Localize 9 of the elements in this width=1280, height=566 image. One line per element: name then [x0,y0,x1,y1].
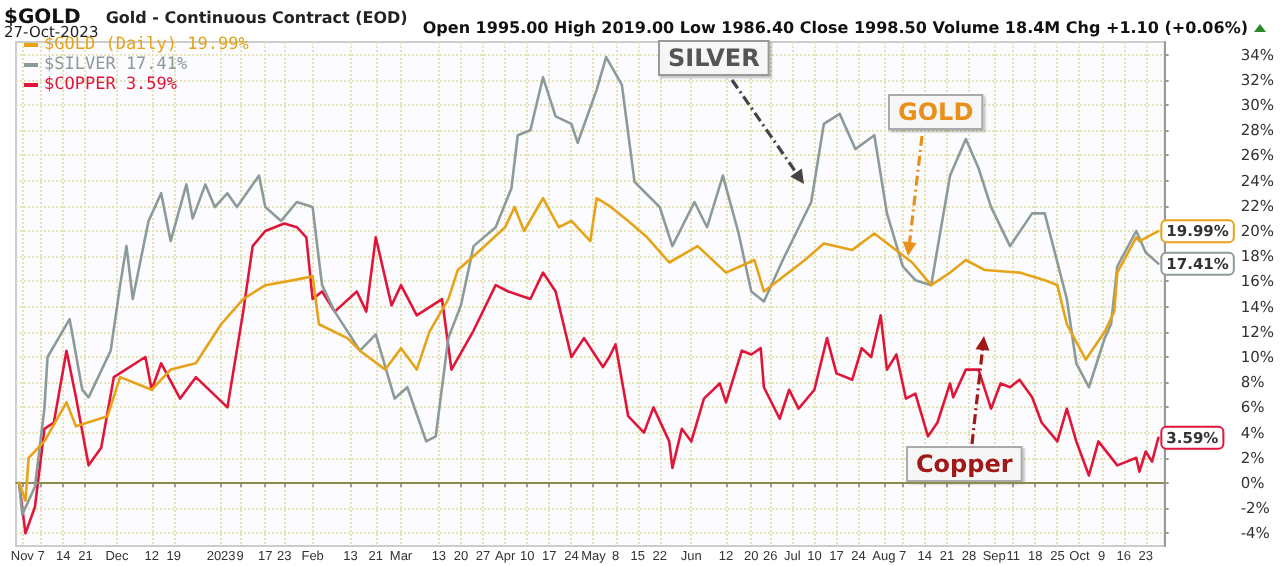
annotation: SILVER [668,44,760,72]
legend-label: $COPPER 3.59% [44,75,178,95]
legend-label: $GOLD (Daily) 19.99% [44,35,249,55]
annotation: GOLD [898,98,974,126]
chart-subtitle: Gold - Continuous Contract (EOD) [105,9,408,27]
text: Open 1995.00 High 2019.00 Low 1986.40 Close 1998.50 Volume 18.4M Chg +1.10 (+0.06%) [422,19,1248,37]
legend-label: $SILVER 17.41% [44,55,188,75]
chart-title: $GOLD [4,7,81,29]
annotation: Copper [916,450,1013,478]
